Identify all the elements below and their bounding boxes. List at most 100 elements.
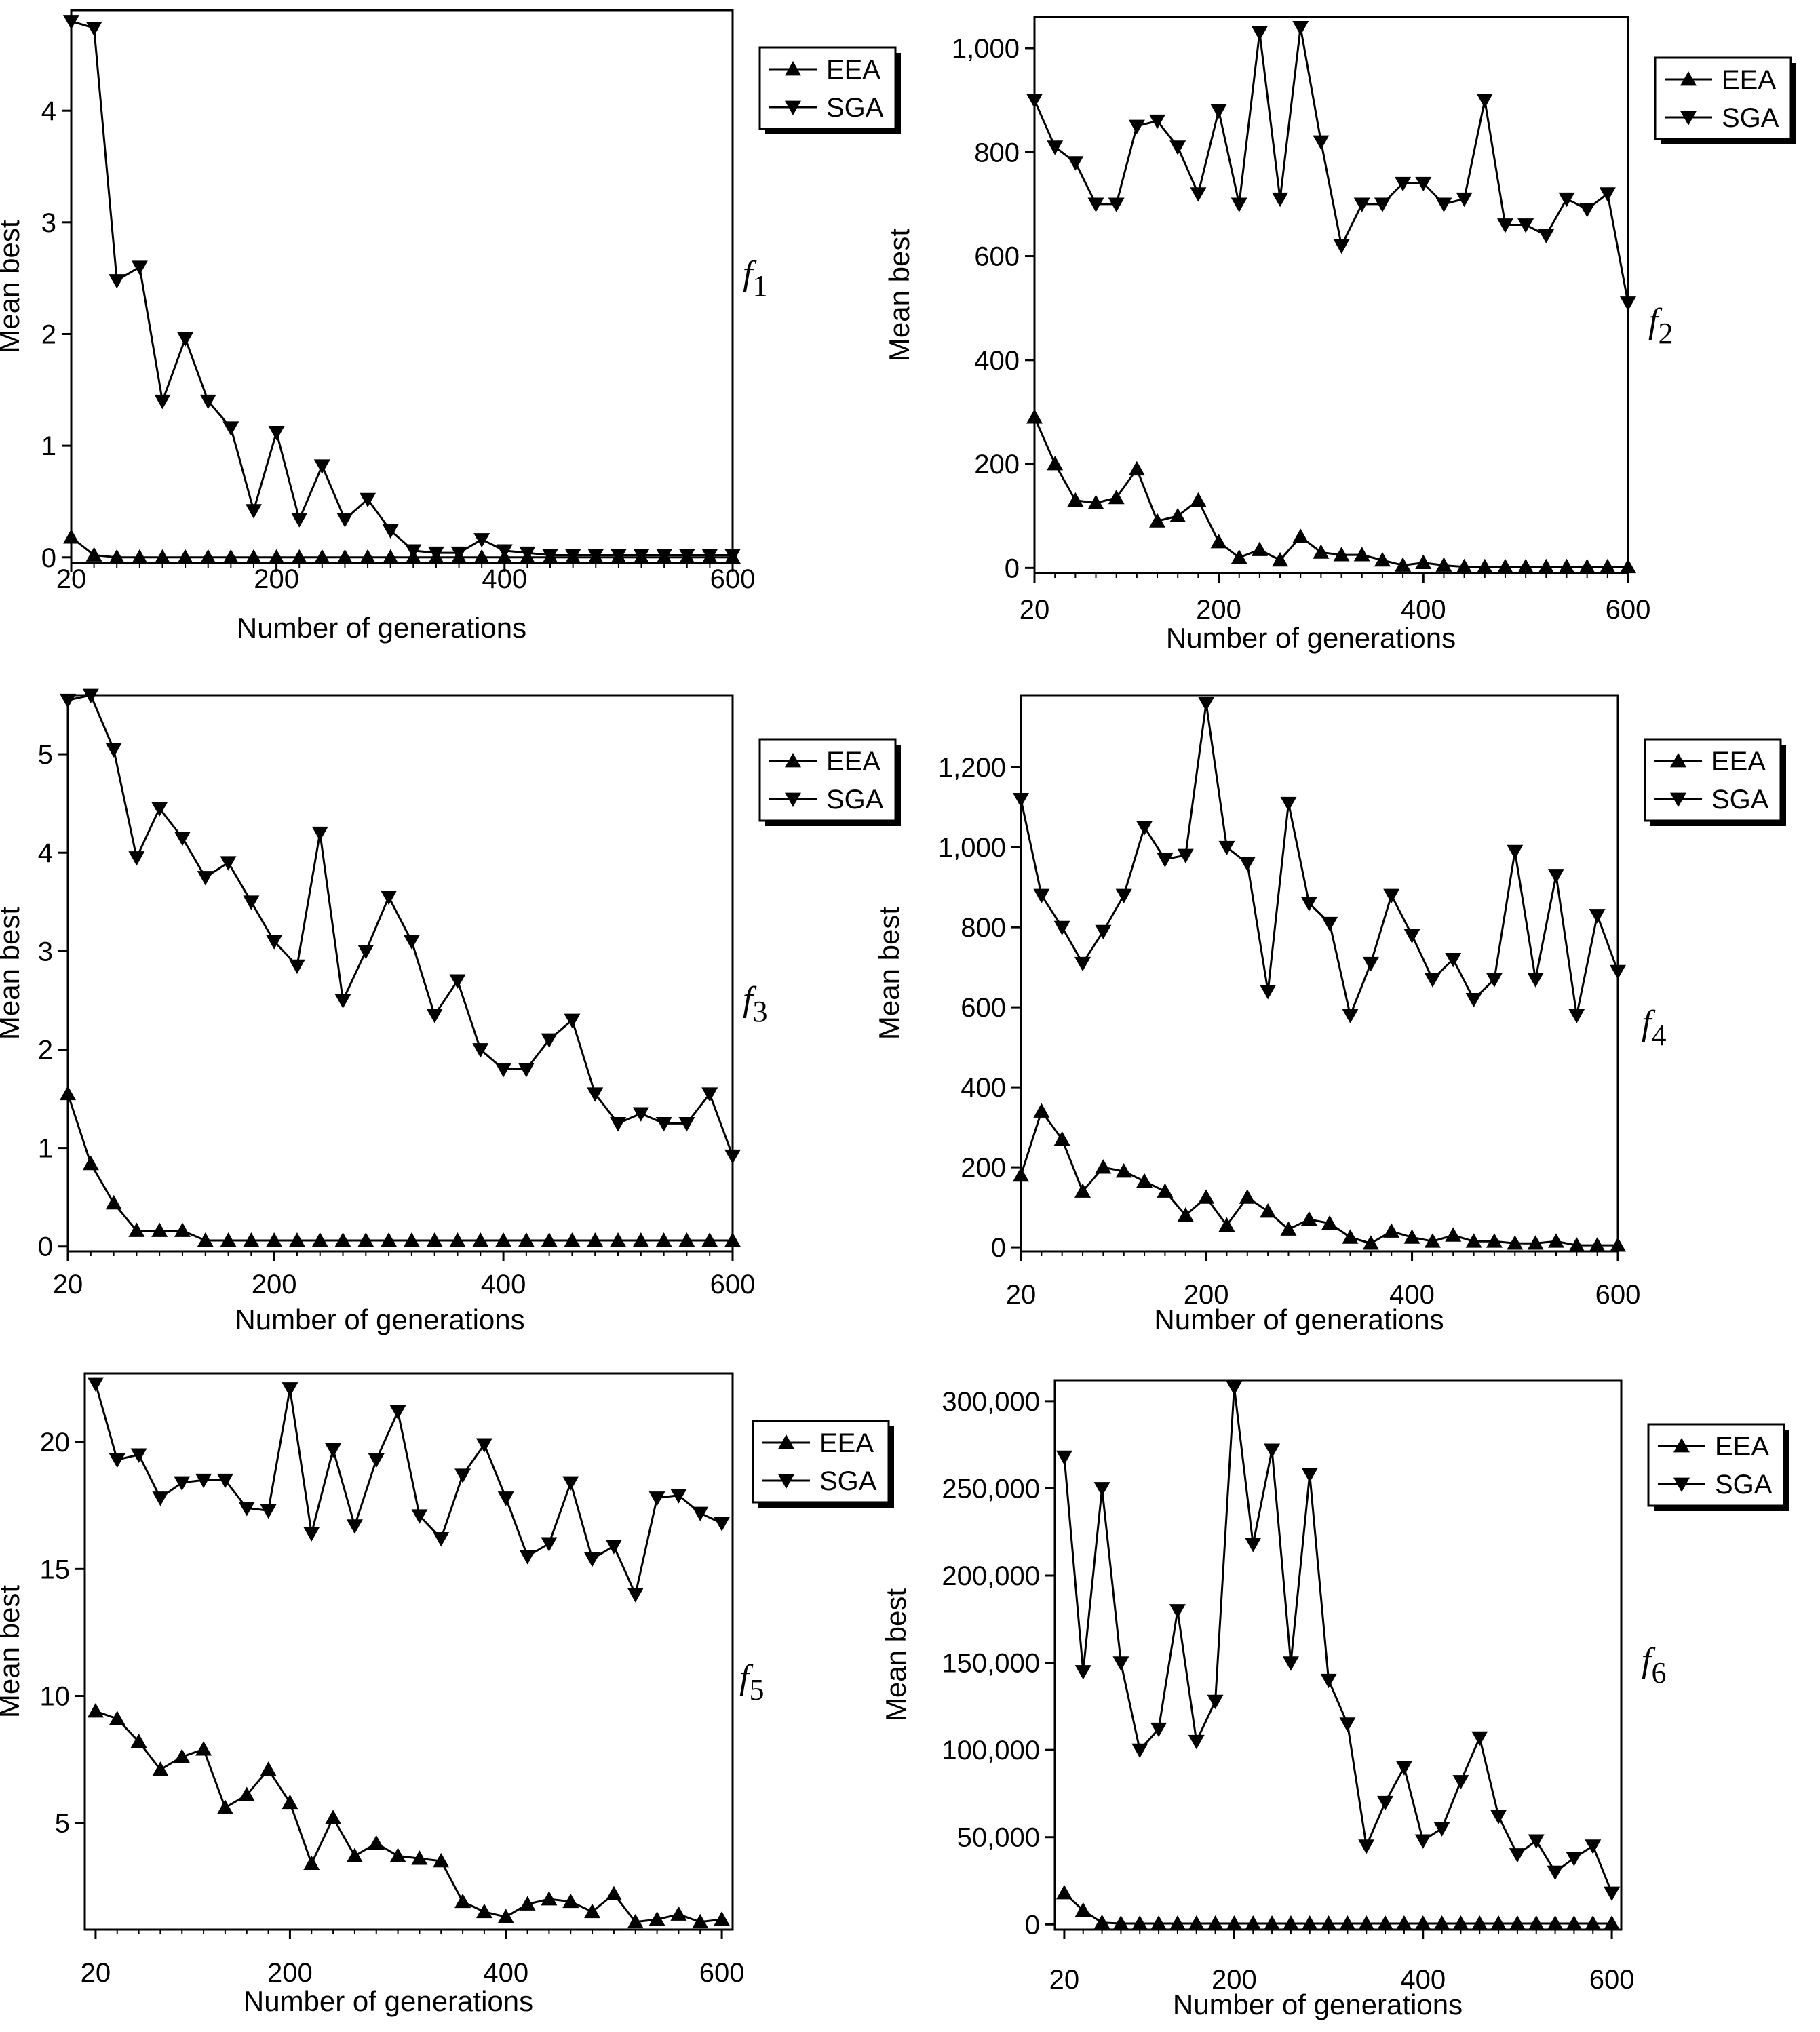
data-point-eea: [476, 1903, 492, 1919]
data-point-eea: [454, 1893, 471, 1909]
y-tick-label: 1: [41, 431, 56, 461]
function-label: f6: [1642, 1641, 1666, 1689]
legend-box: [1647, 1423, 1785, 1507]
data-point-sga: [587, 549, 604, 564]
x-axis-title: Number of generations: [237, 612, 526, 644]
data-point-eea: [1282, 1915, 1299, 1930]
y-tick-label: 150,000: [942, 1649, 1040, 1679]
legend-box: [752, 1420, 890, 1504]
series-line-eea: [1020, 1109, 1618, 1247]
data-point-eea: [678, 1232, 695, 1247]
series-line-eea: [66, 1093, 733, 1242]
data-point-eea: [1566, 1915, 1583, 1930]
data-point-sga: [701, 549, 718, 564]
series-line-sga: [71, 20, 733, 556]
x-tick-label: 20: [56, 564, 87, 594]
data-point-eea: [1292, 528, 1309, 543]
y-tick-label: 200,000: [942, 1561, 1040, 1591]
data-point-sga: [1620, 296, 1636, 311]
data-point-sga: [1445, 952, 1462, 968]
y-tick-label: 10: [40, 1682, 71, 1712]
data-point-eea: [1067, 492, 1084, 507]
data-point-eea: [238, 1786, 255, 1801]
data-point-sga: [109, 1453, 125, 1468]
data-point-sga: [1507, 844, 1524, 860]
data-point-sga: [403, 935, 420, 950]
data-point-eea: [1620, 558, 1636, 574]
y-tick-label: 3: [38, 937, 53, 966]
y-tick-label: 800: [961, 913, 1006, 943]
data-point-sga: [1456, 192, 1473, 208]
data-point-sga: [85, 21, 102, 37]
data-point-eea: [109, 1711, 125, 1725]
data-point-eea: [1476, 558, 1493, 574]
y-tick-label: 0: [41, 543, 56, 573]
data-point-sga: [1280, 796, 1297, 812]
data-point-sga: [495, 1063, 512, 1078]
data-point-sga: [518, 1063, 535, 1078]
data-point-eea: [222, 549, 239, 564]
data-point-sga: [724, 1149, 741, 1165]
data-point-sga: [1517, 218, 1534, 233]
data-point-sga: [476, 1438, 492, 1453]
data-point-eea: [1415, 554, 1432, 570]
data-point-eea: [1374, 551, 1391, 567]
data-point-eea: [1056, 1885, 1072, 1900]
data-point-sga: [238, 1502, 255, 1517]
data-point-sga: [497, 1491, 514, 1506]
data-point-eea: [1579, 558, 1595, 574]
data-point-eea: [670, 1906, 687, 1921]
data-point-sga: [266, 935, 283, 950]
data-point-eea: [1452, 1915, 1469, 1930]
data-point-eea: [1157, 1183, 1174, 1198]
data-point-sga: [1528, 1834, 1545, 1849]
data-point-sga: [130, 1448, 147, 1463]
data-point-sga: [282, 1382, 298, 1397]
data-point-eea: [1320, 1915, 1337, 1930]
data-point-eea: [382, 549, 399, 564]
data-point-sga: [389, 1405, 406, 1420]
data-point-eea: [282, 1794, 298, 1810]
legend-marker: [778, 1474, 794, 1489]
legend-marker: [785, 753, 801, 768]
data-point-sga: [1301, 1468, 1318, 1483]
data-point-eea: [1074, 1183, 1091, 1198]
data-point-eea: [268, 549, 285, 564]
data-point-eea: [1264, 1915, 1281, 1930]
legend-label: EEA: [1711, 747, 1766, 777]
data-point-eea: [1053, 1131, 1070, 1146]
data-point-eea: [541, 1891, 558, 1906]
data-point-sga: [610, 1116, 627, 1132]
x-tick-label: 400: [1400, 1965, 1446, 1995]
data-point-sga: [1321, 916, 1338, 932]
data-point-sga: [405, 544, 422, 559]
data-point-sga: [1053, 920, 1070, 936]
function-label: f2: [1648, 302, 1673, 350]
data-point-eea: [1377, 1915, 1394, 1930]
data-point-sga: [291, 513, 308, 528]
data-point-eea: [1517, 558, 1534, 574]
data-point-sga: [1604, 1886, 1621, 1901]
data-point-sga: [1558, 192, 1575, 208]
data-point-eea: [1272, 551, 1289, 567]
legend-box: [758, 738, 897, 822]
data-point-sga: [541, 1537, 558, 1552]
x-tick-label: 600: [1595, 1280, 1641, 1310]
data-point-eea: [1087, 494, 1104, 509]
data-point-sga: [222, 421, 239, 436]
data-point-sga: [154, 394, 171, 410]
data-point-eea: [1095, 1159, 1112, 1174]
data-point-eea: [291, 549, 308, 564]
y-tick-label: 600: [974, 242, 1020, 272]
data-point-eea: [216, 1799, 233, 1814]
data-point-sga: [1320, 1673, 1337, 1689]
x-tick-label: 400: [481, 1270, 526, 1300]
data-point-eea: [82, 1155, 99, 1171]
data-point-sga: [610, 549, 627, 564]
data-point-sga: [1424, 973, 1441, 988]
data-point-eea: [260, 1761, 277, 1776]
y-tick-label: 20: [40, 1428, 71, 1458]
data-point-eea: [1507, 1235, 1524, 1250]
y-axis-title: Mean best: [0, 907, 25, 1040]
y-tick-label: 200: [974, 450, 1020, 480]
